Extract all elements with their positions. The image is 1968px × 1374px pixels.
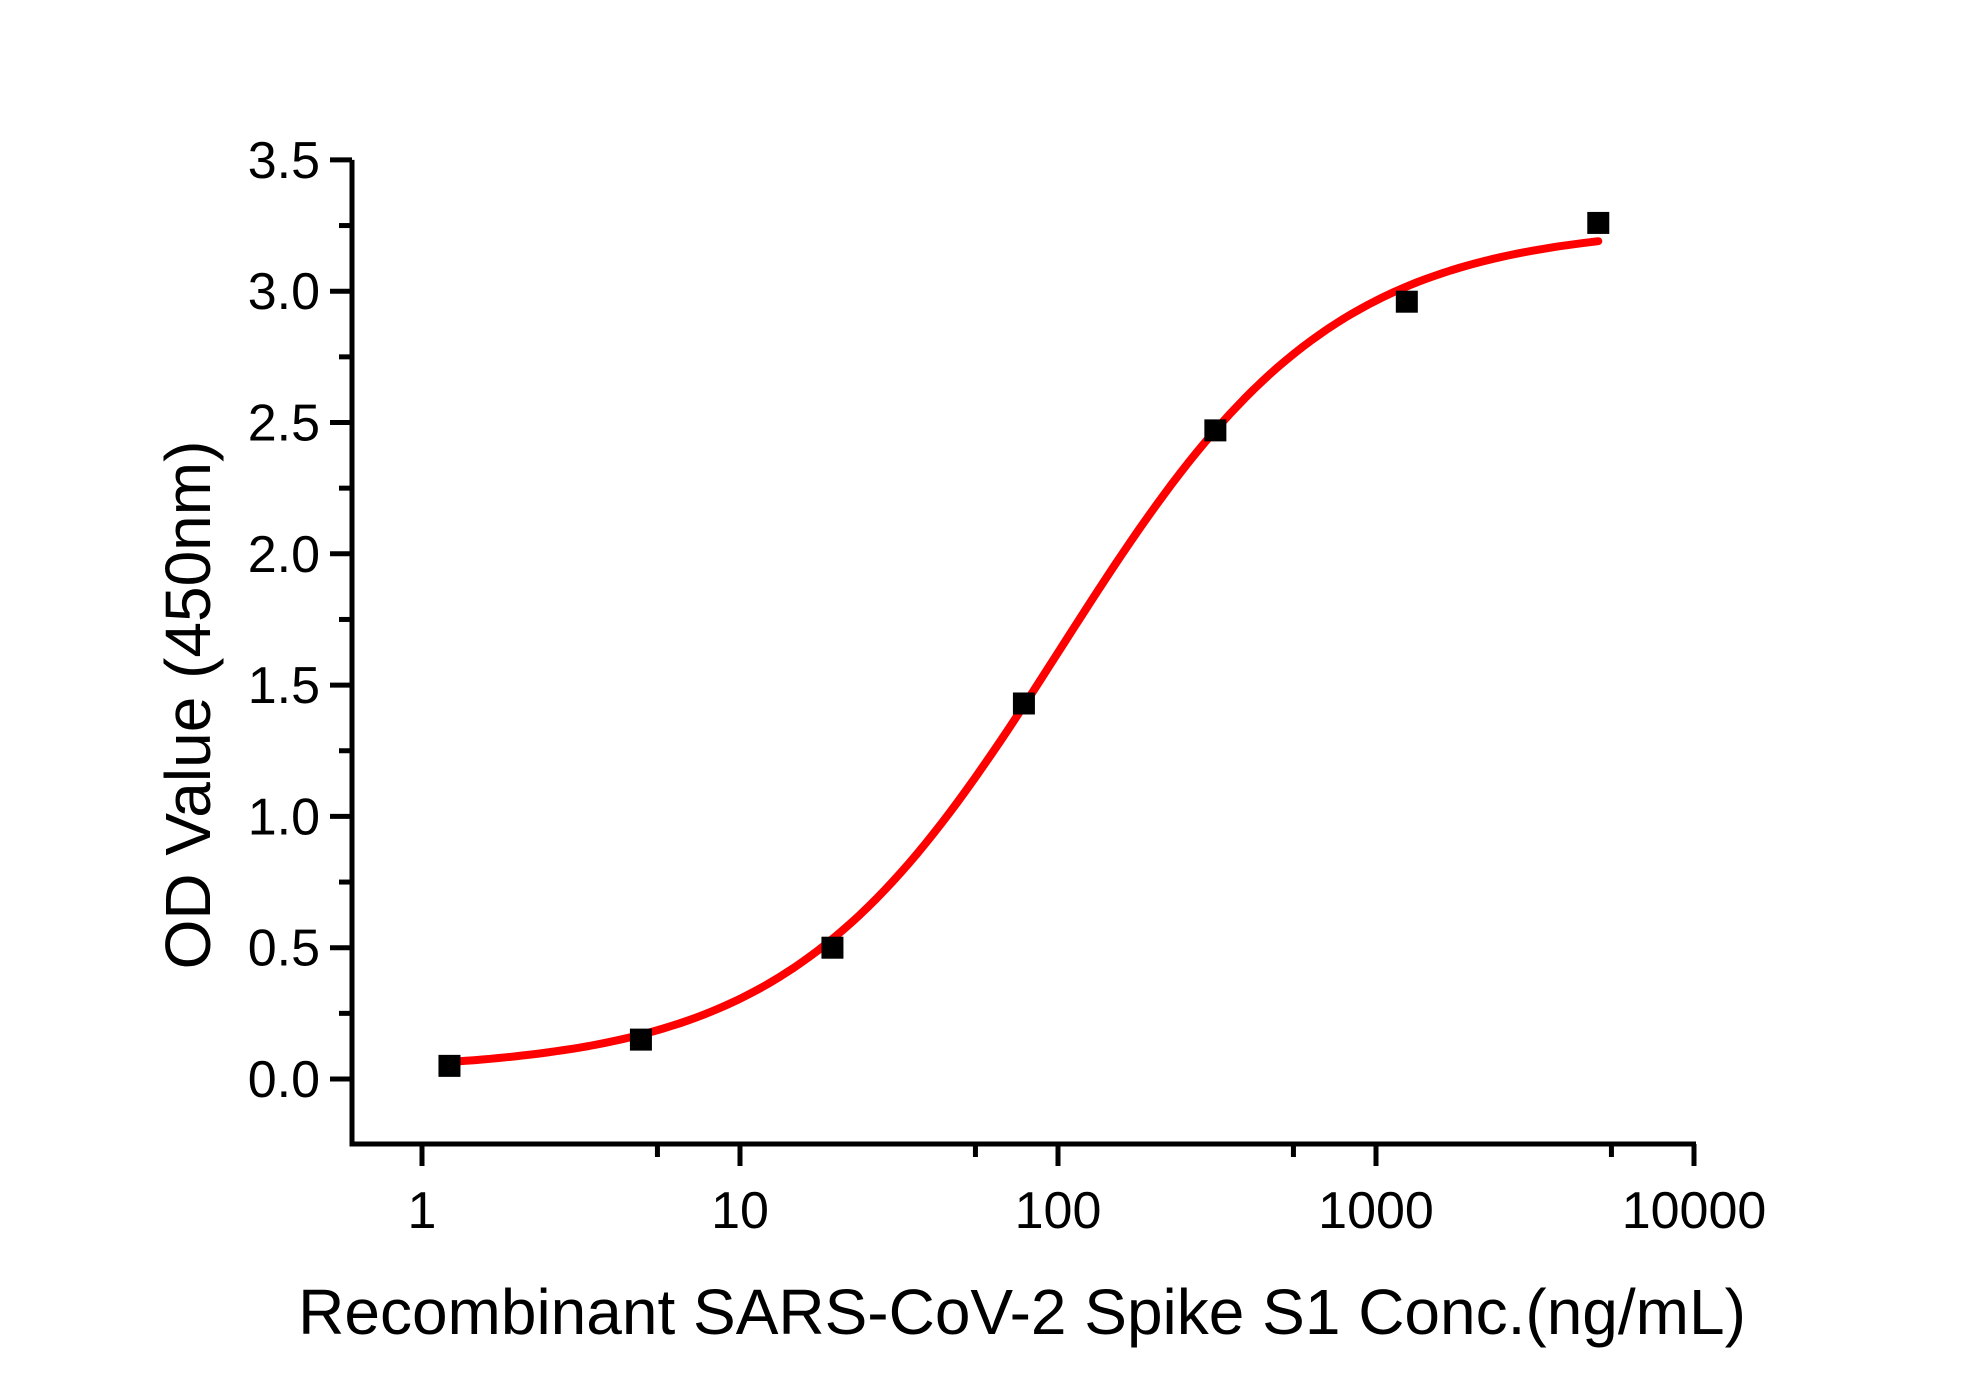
x-tick-label: 100 [1015,1182,1102,1240]
data-point-marker [438,1054,461,1077]
data-point-marker [1587,211,1610,234]
x-tick-label: 10 [711,1182,769,1240]
data-point-marker [629,1028,652,1051]
x-tick-label: 10000 [1622,1182,1767,1240]
y-tick-label: 1.0 [248,788,320,846]
data-point-marker [1395,290,1418,313]
x-tick-label: 1 [408,1182,437,1240]
data-point-marker [1204,419,1227,442]
y-tick-label: 3.5 [248,132,320,190]
y-tick-label: 3.0 [248,263,320,321]
fit-curve [445,237,1603,1066]
y-tick-label: 2.0 [248,526,320,584]
y-tick-label: 1.5 [248,657,320,715]
x-axis-title: Recombinant SARS-CoV-2 Spike S1 Conc.(ng… [298,1276,1746,1348]
plot-layer: 0.0 0.5 1.0 1.5 2.0 2.5 3.0 3.5 1 10 100 1000 10000 [248,132,1767,1240]
y-tick-label: 0.0 [248,1051,320,1109]
data-point-marker [1012,692,1035,715]
y-axis-title: OD Value (450nm) [152,441,224,970]
y-tick-label: 2.5 [248,395,320,453]
y-tick-label: 0.5 [248,920,320,978]
x-tick-label: 1000 [1318,1182,1434,1240]
data-point-marker [821,936,844,959]
